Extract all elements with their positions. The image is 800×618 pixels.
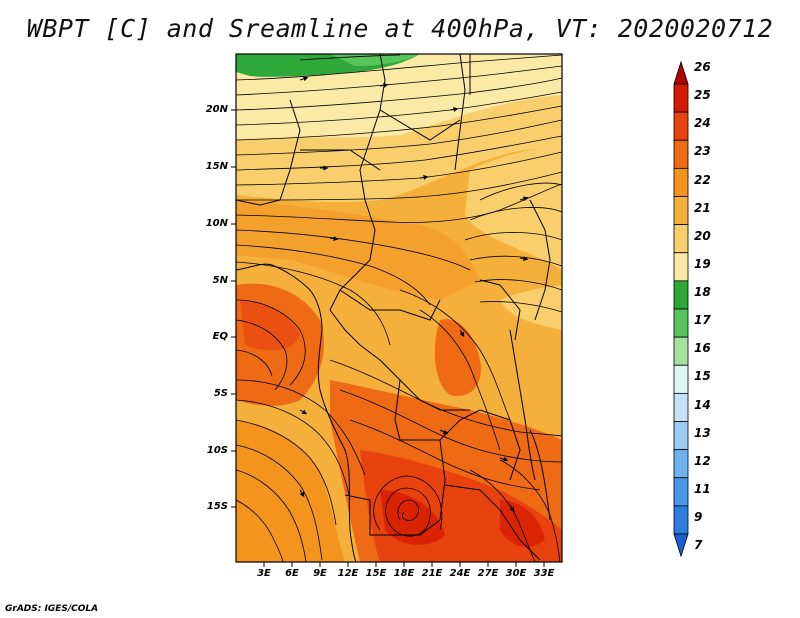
lon-label: 33E: [533, 568, 555, 579]
colorbar-label: 16: [694, 341, 711, 356]
colorbar-swatch: [673, 60, 689, 85]
colorbar-label: 20: [694, 228, 711, 243]
colorbar-swatch: [673, 364, 689, 394]
map-title: WBPT [C] and Sreamline at 400hPa, VT: 20…: [26, 14, 774, 43]
lon-label: 18E: [393, 568, 415, 579]
lat-label: 5S: [213, 388, 228, 399]
colorbar-swatch: [673, 224, 689, 254]
colorbar-label: 13: [694, 425, 711, 440]
colorbar-label: 9: [694, 510, 703, 524]
colorbar-swatch: [673, 392, 689, 422]
lon-label: 15E: [365, 568, 387, 579]
colorbar-label: 15: [694, 369, 711, 384]
streamline-arrows: [299, 76, 529, 513]
lon-label: 3E: [257, 568, 271, 579]
colorbar-swatch: [673, 533, 689, 558]
country-borders: [236, 54, 551, 562]
credit-text: GrADS: IGES/COLA: [5, 604, 99, 614]
colorbar-swatch: [673, 421, 689, 451]
lon-label: 12E: [337, 568, 359, 579]
colorbar-boxes: [673, 60, 689, 558]
colorbar-label: 12: [694, 453, 711, 468]
streamlines: [236, 54, 562, 562]
wbpt-field: [236, 54, 562, 562]
lat-label: 15N: [205, 161, 228, 172]
colorbar-label: 23: [694, 144, 711, 159]
colorbar-label: 18: [694, 285, 711, 299]
lat-label: EQ: [212, 331, 228, 342]
colorbar-label: 14: [694, 397, 711, 412]
lat-ticks: [231, 109, 236, 508]
lon-label: 24E: [449, 568, 471, 579]
colorbar-label: 25: [694, 88, 711, 103]
colorbar-swatch: [673, 196, 689, 226]
lon-label: 6E: [285, 568, 299, 579]
lon-label: 21E: [421, 568, 443, 579]
colorbar-label: 17: [694, 313, 711, 328]
lat-label: 5N: [212, 275, 228, 286]
lat-label: 20N: [205, 104, 228, 115]
colorbar-swatch: [673, 505, 689, 535]
lon-ticks: [263, 562, 545, 567]
colorbar-label: 22: [694, 172, 711, 187]
colorbar-label: 7: [694, 538, 703, 553]
lon-label: 27E: [477, 568, 499, 579]
map-frame: [235, 53, 563, 563]
colorbar-label: 11: [694, 481, 711, 496]
colorbar-swatch: [673, 139, 689, 169]
colorbar-swatch: [673, 280, 689, 310]
lat-label: 10S: [206, 445, 228, 456]
colorbar-label: 21: [694, 200, 711, 215]
colorbar-swatch: [673, 477, 689, 507]
colorbar-swatch: [673, 449, 689, 479]
colorbar-swatch: [673, 111, 689, 141]
lon-label: 30E: [505, 568, 527, 579]
colorbar-swatch: [673, 167, 689, 197]
lat-label: 10N: [205, 218, 228, 229]
lon-label: 9E: [313, 568, 327, 579]
colorbar-label: 24: [694, 116, 711, 131]
colorbar-label: 26: [694, 60, 711, 74]
lat-label: 15S: [206, 501, 228, 512]
colorbar-label: 19: [694, 256, 711, 271]
colorbar-swatch: [673, 336, 689, 366]
colorbar-swatch: [673, 252, 689, 282]
colorbar-swatch: [673, 83, 689, 113]
colorbar-swatch: [673, 308, 689, 338]
